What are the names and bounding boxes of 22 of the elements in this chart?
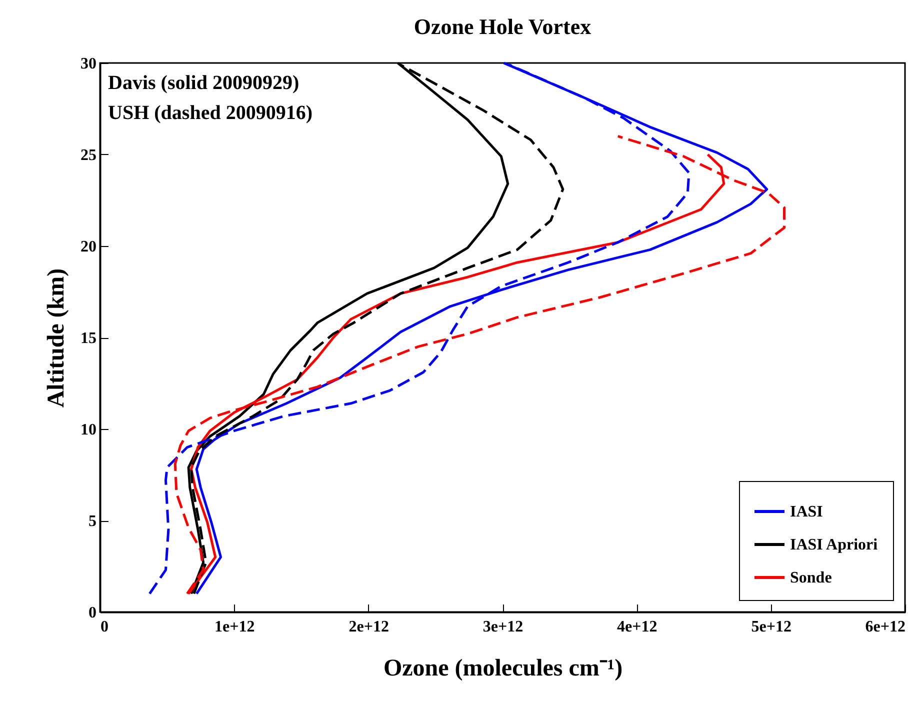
x-tick-label: 5e+12	[751, 618, 792, 636]
x-tick-label: 1e+12	[214, 618, 255, 636]
y-tick-label: 0	[88, 604, 96, 622]
y-axis-title: Altitude (km)	[44, 268, 70, 408]
y-tick-label: 30	[80, 56, 96, 72]
y-tick-label: 10	[80, 422, 96, 438]
chart-title: Ozone Hole Vortex	[414, 14, 592, 39]
x-tick-label: 0	[100, 618, 108, 636]
y-tick-label: 25	[80, 147, 96, 164]
x-tick-label: 6e+12	[865, 618, 906, 636]
legend-label: IASI	[790, 504, 823, 520]
x-axis-title: Ozone (molecules cm⁻¹)	[383, 656, 623, 682]
x-tick-label: 2e+12	[348, 618, 389, 636]
x-tick-label: 4e+12	[617, 618, 658, 636]
y-tick-label: 15	[80, 330, 96, 347]
annotation: Davis (solid 20090929)	[108, 72, 300, 94]
legend-label: Sonde	[790, 570, 832, 586]
y-tick-label: 5	[88, 513, 96, 530]
x-tick-label: 3e+12	[482, 618, 524, 636]
legend-label: IASI Apriori	[790, 536, 878, 554]
annotation: USH (dashed 20090916)	[108, 102, 312, 124]
y-tick-label: 20	[80, 238, 96, 256]
